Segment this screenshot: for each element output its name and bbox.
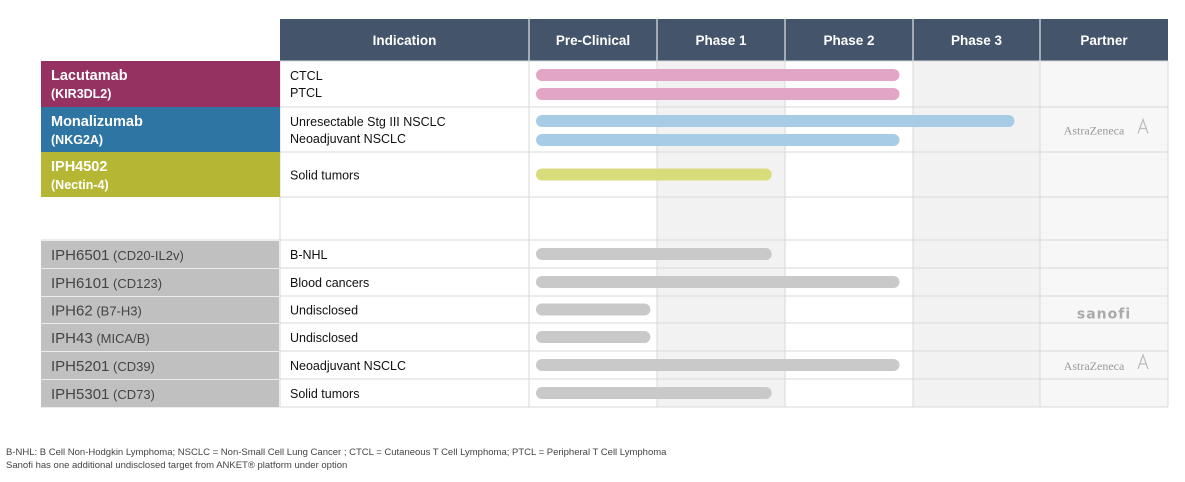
- partner-emblem-iph5201: [1137, 353, 1149, 370]
- phase-bar-iph62-0: [536, 303, 651, 316]
- indication-iph4502-0: Solid tumors: [290, 169, 359, 183]
- drug-name-iph5301: IPH5301: [51, 386, 109, 403]
- label-cell-iph5201: [41, 352, 279, 379]
- indication-monalizumab-0: Unresectable Stg III NSCLC: [290, 115, 446, 129]
- indication-iph62-0: Undisclosed: [290, 304, 358, 318]
- indication-lacutamab-1: PTCL: [290, 86, 322, 100]
- drug-name-iph5201: IPH5201: [51, 358, 109, 375]
- drug-name-iph6101: IPH6101: [51, 275, 109, 292]
- phase-bar-lacutamab-1: [536, 88, 900, 100]
- drug-name-lacutamab: Lacutamab: [51, 68, 128, 84]
- drug-target-iph43: (MICA/B): [93, 331, 150, 346]
- drug-target-iph5301: (CD73): [109, 387, 155, 402]
- partner-logo-iph62: sanofi: [1077, 307, 1131, 323]
- drug-target-iph4502: (Nectin-4): [51, 178, 109, 192]
- phase-bar-iph6101-0: [536, 276, 900, 288]
- drug-label-iph6101: IPH6101 (CD123): [51, 275, 162, 292]
- drug-name-iph4502: IPH4502: [51, 159, 107, 175]
- phase-bar-iph5301-0: [536, 387, 772, 399]
- stage-shade-0: [657, 61, 785, 407]
- phase-bar-iph5201-0: [536, 359, 900, 371]
- drug-label-iph5301: IPH5301 (CD73): [51, 386, 155, 403]
- drug-label-iph6501: IPH6501 (CD20-IL2v): [51, 247, 184, 264]
- label-cell-lacutamab: [41, 61, 280, 107]
- drug-label-iph43: IPH43 (MICA/B): [51, 330, 150, 347]
- partner-column-shade: [1040, 61, 1168, 407]
- header-partner: Partner: [1080, 33, 1128, 48]
- stage-shade-1: [913, 61, 1040, 407]
- label-cell-monalizumab: [41, 107, 280, 152]
- indication-iph43-0: Undisclosed: [290, 331, 358, 345]
- footnote-abbreviations: B-NHL: B Cell Non-Hodgkin Lymphoma; NSCL…: [6, 447, 667, 458]
- label-cell-iph6101: [41, 269, 279, 296]
- indication-lacutamab-0: CTCL: [290, 69, 323, 83]
- header-indication: Indication: [373, 33, 437, 48]
- drug-target-iph5201: (CD39): [109, 359, 155, 374]
- label-cell-iph62: [41, 297, 279, 323]
- drug-name-iph62: IPH62: [51, 303, 93, 320]
- phase-bar-iph4502-0: [536, 168, 772, 181]
- header-phase-3: Phase 3: [951, 33, 1003, 48]
- drug-name-monalizumab: Monalizumab: [51, 114, 143, 130]
- drug-target-monalizumab: (NKG2A): [51, 133, 103, 147]
- drug-label-iph5201: IPH5201 (CD39): [51, 358, 155, 375]
- drug-target-iph6101: (CD123): [109, 276, 162, 291]
- phase-bar-monalizumab-1: [536, 134, 900, 146]
- partner-emblem-monalizumab: [1137, 117, 1149, 134]
- header-pre-clinical: Pre-Clinical: [556, 33, 630, 48]
- header-phase-1: Phase 1: [695, 33, 747, 48]
- drug-name-iph6501: IPH6501: [51, 247, 109, 264]
- indication-iph6101-0: Blood cancers: [290, 276, 369, 290]
- label-cell-iph4502: [41, 152, 280, 197]
- phase-bar-monalizumab-0: [536, 115, 1015, 127]
- footnote-sanofi-option: Sanofi has one additional undisclosed ta…: [6, 460, 348, 471]
- header-phase-2: Phase 2: [823, 33, 874, 48]
- partner-logo-monalizumab: AstraZeneca: [1064, 124, 1125, 138]
- indication-iph5301-0: Solid tumors: [290, 387, 359, 401]
- drug-label-iph62: IPH62 (B7-H3): [51, 303, 142, 320]
- phase-bar-lacutamab-0: [536, 69, 900, 81]
- phase-bar-iph43-0: [536, 331, 651, 343]
- drug-target-iph62: (B7-H3): [93, 304, 142, 319]
- partner-logo-iph5201: AstraZeneca: [1064, 359, 1125, 373]
- pipeline-svg: Indication Pre-Clinical Phase 1 Phase 2 Phas…: [41, 19, 1169, 408]
- label-cell-iph6501: [41, 241, 279, 268]
- indication-iph6501-0: B-NHL: [290, 248, 328, 262]
- indication-iph5201-0: Neoadjuvant NSCLC: [290, 359, 406, 373]
- indication-monalizumab-1: Neoadjuvant NSCLC: [290, 132, 406, 146]
- label-cell-iph43: [41, 324, 279, 351]
- drug-name-iph43: IPH43: [51, 330, 93, 347]
- label-cell-iph5301: [41, 380, 279, 407]
- drug-target-iph6501: (CD20-IL2v): [109, 248, 183, 263]
- phase-bar-iph6501-0: [536, 248, 772, 260]
- header-band: [280, 19, 1168, 61]
- drug-target-lacutamab: (KIR3DL2): [51, 87, 111, 101]
